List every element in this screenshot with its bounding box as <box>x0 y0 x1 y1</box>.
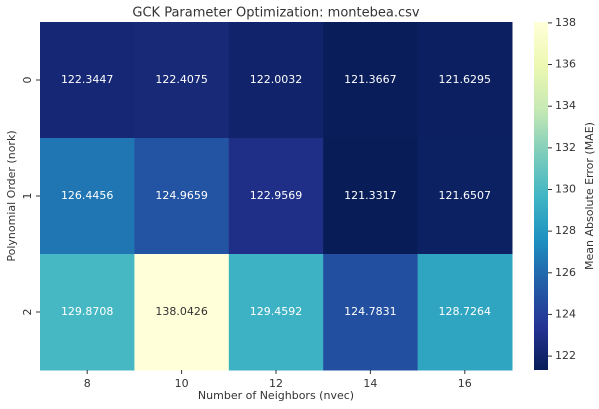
x-axis-label: Number of Neighbors (nvec) <box>198 389 354 402</box>
cell-label: 122.9569 <box>250 189 303 202</box>
colorbar-tick-label: 134 <box>555 99 576 112</box>
colorbar-tick-label: 126 <box>555 266 576 279</box>
heatmap-cell <box>228 22 324 139</box>
colorbar-tick-label: 130 <box>555 182 576 195</box>
cell-label: 122.0032 <box>250 73 303 86</box>
chart-title: GCK Parameter Optimization: montebea.csv <box>132 6 419 21</box>
heatmap-cell <box>228 138 324 255</box>
colorbar-tick-label: 136 <box>555 58 576 71</box>
colorbar-tick-label: 124 <box>555 307 576 320</box>
heatmap-cell <box>40 138 135 255</box>
cell-label: 128.7264 <box>439 305 492 318</box>
x-tick-label: 12 <box>269 377 283 390</box>
cell-label: 124.9659 <box>155 189 208 202</box>
colorbar-tick-label: 138 <box>555 16 576 29</box>
cell-label: 138.0426 <box>155 305 208 318</box>
heatmap-cell <box>417 138 513 255</box>
x-tick-label: 14 <box>363 377 377 390</box>
heatmap-cell <box>323 138 419 255</box>
y-tick-label: 2 <box>21 309 34 316</box>
cell-label: 126.4456 <box>61 189 114 202</box>
cell-label: 121.6295 <box>439 73 492 86</box>
cell-label: 129.4592 <box>250 305 303 318</box>
x-tick-label: 10 <box>175 377 189 390</box>
cell-label: 122.4075 <box>155 73 208 86</box>
colorbar-tick-label: 128 <box>555 224 576 237</box>
cell-label: 122.3447 <box>61 73 114 86</box>
heatmap-cell <box>323 22 419 139</box>
x-tick-label: 8 <box>84 377 91 390</box>
cell-label: 121.6507 <box>439 189 492 202</box>
heatmap-cell <box>417 254 513 371</box>
cell-label: 121.3317 <box>344 189 397 202</box>
x-tick-label: 16 <box>458 377 472 390</box>
cell-label: 121.3667 <box>344 73 397 86</box>
heatmap-cell <box>134 254 230 371</box>
colorbar-tick-label: 122 <box>555 349 576 362</box>
heatmap-cell <box>417 22 513 139</box>
colorbar <box>534 22 548 370</box>
heatmap-cell <box>323 254 419 371</box>
heatmap-cell <box>228 254 324 371</box>
y-axis-label: Polynomial Order (nork) <box>5 130 18 261</box>
heatmap-cell <box>134 138 230 255</box>
y-tick-label: 0 <box>21 77 34 84</box>
cell-label: 124.7831 <box>344 305 397 318</box>
heatmap-cell <box>134 22 230 139</box>
colorbar-label: Mean Absolute Error (MAE) <box>583 122 596 270</box>
colorbar-tick-label: 132 <box>555 141 576 154</box>
heatmap-cell <box>40 254 135 371</box>
cell-label: 129.8708 <box>61 305 114 318</box>
heatmap-cell <box>40 22 135 139</box>
y-tick-label: 1 <box>21 193 34 200</box>
